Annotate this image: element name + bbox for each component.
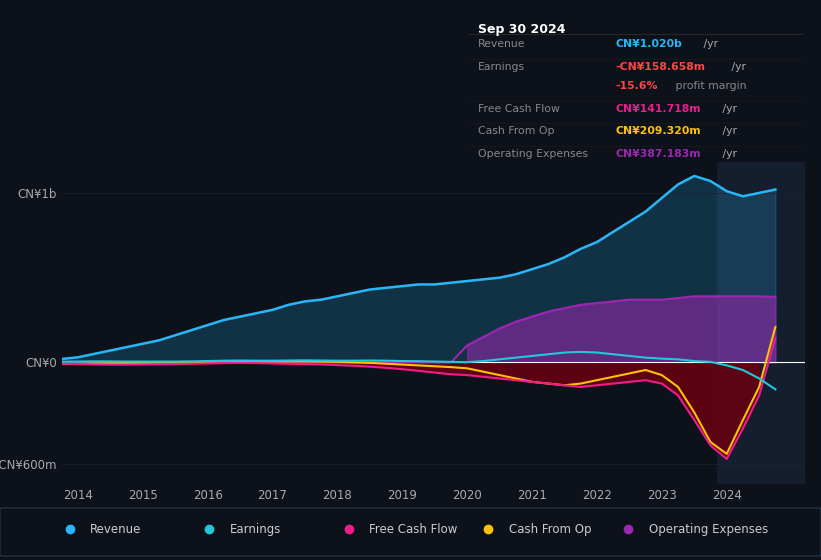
Text: CN¥209.320m: CN¥209.320m xyxy=(616,126,701,136)
Text: /yr: /yr xyxy=(699,39,718,49)
Text: Revenue: Revenue xyxy=(90,522,142,536)
Bar xyxy=(717,162,805,484)
Text: CN¥1.020b: CN¥1.020b xyxy=(616,39,682,49)
Text: Operating Expenses: Operating Expenses xyxy=(649,522,768,536)
Text: profit margin: profit margin xyxy=(672,81,746,91)
Text: Revenue: Revenue xyxy=(478,39,525,49)
Text: Sep 30 2024: Sep 30 2024 xyxy=(478,22,566,35)
Text: /yr: /yr xyxy=(728,62,746,72)
Text: /yr: /yr xyxy=(718,104,736,114)
Text: -15.6%: -15.6% xyxy=(616,81,658,91)
Text: CN¥141.718m: CN¥141.718m xyxy=(616,104,701,114)
Text: Free Cash Flow: Free Cash Flow xyxy=(369,522,458,536)
Text: Cash From Op: Cash From Op xyxy=(478,126,554,136)
Text: Earnings: Earnings xyxy=(478,62,525,72)
Text: CN¥387.183m: CN¥387.183m xyxy=(616,148,701,158)
Text: Cash From Op: Cash From Op xyxy=(509,522,591,536)
Text: Free Cash Flow: Free Cash Flow xyxy=(478,104,560,114)
Text: Operating Expenses: Operating Expenses xyxy=(478,148,588,158)
Text: Earnings: Earnings xyxy=(230,522,282,536)
Text: /yr: /yr xyxy=(718,148,736,158)
Text: /yr: /yr xyxy=(718,126,736,136)
Text: -CN¥158.658m: -CN¥158.658m xyxy=(616,62,705,72)
